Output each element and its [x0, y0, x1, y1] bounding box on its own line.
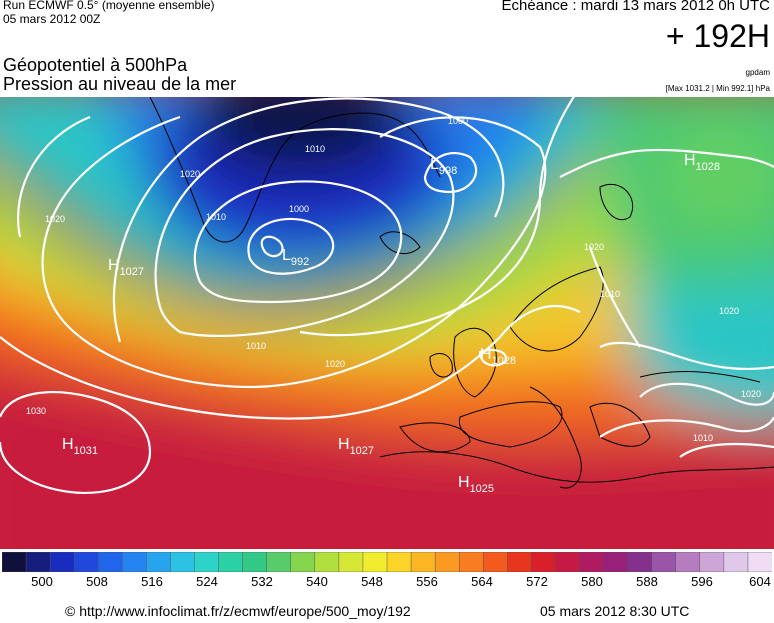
high-pressure-center: H1028 [480, 346, 516, 367]
color-scale-label: 588 [636, 574, 658, 589]
color-scale-swatch [410, 552, 436, 572]
isobar-label: 1020 [325, 359, 345, 369]
unit-label: gpdam [745, 68, 770, 77]
color-scale-swatch [699, 552, 725, 572]
color-scale-label: 516 [141, 574, 163, 589]
color-scale-label: 556 [416, 574, 438, 589]
high-pressure-center: H1028 [684, 152, 720, 173]
color-scale-swatch [434, 552, 460, 572]
color-scale-swatch [170, 552, 196, 572]
color-scale-bar [2, 552, 772, 572]
color-scale-swatch [386, 552, 412, 572]
forecast-lead-time: + 192H [665, 18, 770, 54]
low-pressure-center: L992 [282, 247, 309, 268]
color-scale-swatch [507, 552, 533, 572]
high-pressure-center: H1027 [338, 436, 374, 457]
color-scale-label: 596 [691, 574, 713, 589]
isobar-label: 1010 [693, 433, 713, 443]
color-scale-swatch [603, 552, 629, 572]
color-scale-label: 508 [86, 574, 108, 589]
color-scale-swatch [747, 552, 772, 572]
color-scale-swatch [218, 552, 244, 572]
isobar-label: 1020 [584, 242, 604, 252]
color-scale-swatch [362, 552, 388, 572]
isobar-label: 1020 [45, 214, 65, 224]
high-pressure-center: H1025 [458, 474, 494, 495]
color-scale-swatch [675, 552, 701, 572]
color-scale-labels: 500 508 516 524 532 540 548 556 564 572 580 588 596 6… [0, 574, 774, 592]
color-scale-swatch [242, 552, 268, 572]
isobar-label: 1020 [741, 389, 761, 399]
color-scale-swatch [194, 552, 220, 572]
source-url[interactable]: © http://www.infoclimat.fr/z/ecmwf/europ… [65, 603, 411, 619]
isobar-label: 1010 [600, 289, 620, 299]
color-scale-swatch [122, 552, 148, 572]
color-scale-label: 500 [31, 574, 53, 589]
isobar-label: 1030 [26, 406, 46, 416]
isobar-labels: 1010 1000 1010 1000 1020 1020 1020 1010 1020 1030… [26, 116, 761, 443]
isobar-label: 1010 [246, 341, 266, 351]
color-scale-label: 540 [306, 574, 328, 589]
color-scale-label: 564 [471, 574, 493, 589]
forecast-map: L998 L992 H1028 H1027 H1028 H1031 H1027 H1025 1… [0, 97, 774, 549]
color-scale-label: 572 [526, 574, 548, 589]
color-scale-swatch [98, 552, 124, 572]
isobar-label: 1000 [448, 116, 468, 126]
map-title-pressure: Pression au niveau de la mer [3, 74, 237, 94]
color-scale-swatch [49, 552, 75, 572]
color-scale-label: 532 [251, 574, 273, 589]
forecast-valid-time: Echéance : mardi 13 mars 2012 0h UTC [501, 0, 770, 14]
color-scale-swatch [483, 552, 509, 572]
isobar-label: 1020 [719, 306, 739, 316]
color-scale-swatch [555, 552, 581, 572]
color-scale-swatch [651, 552, 677, 572]
isobar-label: 1020 [180, 169, 200, 179]
color-scale-label: 524 [196, 574, 218, 589]
pressure-min-max: [Max 1031.2 | Min 992.1] hPa [665, 84, 770, 93]
isobar-label: 1000 [289, 204, 309, 214]
map-title-geopotential: Géopotentiel à 500hPa [3, 55, 188, 75]
color-scale-swatch [290, 552, 316, 572]
color-scale-swatch [458, 552, 485, 572]
color-scale-swatch [73, 552, 100, 572]
low-pressure-center: L998 [430, 156, 457, 177]
color-scale-swatch [723, 552, 749, 572]
color-scale-label: 580 [581, 574, 603, 589]
color-scale-swatch [531, 552, 557, 572]
high-pressure-center: H1031 [62, 436, 98, 457]
pressure-centers: L998 L992 H1028 H1027 H1028 H1031 H1027 H1025 [62, 152, 720, 495]
high-pressure-center: H1027 [108, 257, 144, 278]
color-scale-swatch [314, 552, 340, 572]
isobar-label: 1010 [305, 144, 325, 154]
color-scale-swatch [2, 552, 27, 572]
run-date: 05 mars 2012 00Z [3, 12, 101, 26]
color-scale-swatch [25, 552, 51, 572]
color-scale-swatch [146, 552, 172, 572]
isobars [0, 97, 774, 494]
generation-time: 05 mars 2012 8:30 UTC [540, 603, 690, 619]
run-title: Run ECMWF 0.5° (moyenne ensemble) [3, 0, 215, 12]
color-scale-swatch [266, 552, 292, 572]
coastlines [149, 97, 774, 489]
color-scale-swatch [579, 552, 605, 572]
isobar-label: 1010 [206, 212, 226, 222]
color-scale-swatch [627, 552, 653, 572]
color-scale-label: 548 [361, 574, 383, 589]
color-scale-label: 604 [749, 574, 771, 589]
color-scale-swatch [338, 552, 364, 572]
